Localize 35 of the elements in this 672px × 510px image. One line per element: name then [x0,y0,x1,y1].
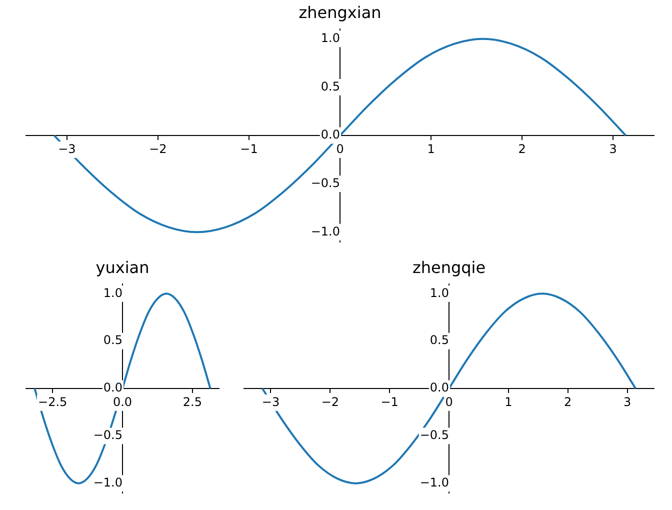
x-tick-label: −2 [149,142,167,156]
x-tick-label: 2 [564,394,572,409]
x-tick-label: −3 [262,394,280,409]
chart-title: zhengxian [298,2,382,22]
x-tick-label: −2 [321,394,340,409]
y-tick-label: −0.5 [310,176,340,190]
y-tick-label: −1.0 [420,475,449,490]
y-tick-label: 0.0 [430,380,449,395]
x-tick-label: 0 [445,394,453,409]
y-tick-label: −1.0 [93,475,122,490]
x-tick-label: 3 [623,394,632,409]
y-tick-label: 0.5 [430,333,449,348]
y-tick-label: −0.5 [420,428,449,442]
y-tick-label: 1.0 [430,286,449,300]
chart-title: zhengqie [412,258,486,277]
x-tick-label: −1 [240,142,258,156]
x-tick-label: 3 [609,142,617,156]
y-tick-label: 0.5 [320,79,340,94]
y-tick-label: 0.0 [320,128,340,142]
y-tick-label: −0.5 [93,428,122,442]
x-tick-label: 1 [504,394,512,409]
x-tick-label: 0 [336,142,344,156]
chart-title: yuxian [96,258,150,277]
x-tick-label: 2.5 [182,394,202,409]
y-tick-label: 0.0 [103,380,122,395]
y-tick-label: 0.5 [103,333,122,348]
x-tick-label: 0.0 [112,394,132,409]
y-tick-label: 1.0 [103,286,122,300]
x-tick-label: 2 [518,142,526,156]
x-tick-label: −1 [380,394,398,409]
x-tick-label: 1 [427,142,435,156]
x-tick-label: −3 [58,142,76,156]
x-tick-label: −2.5 [38,394,68,409]
y-tick-label: −1.0 [310,224,340,238]
y-tick-label: 1.0 [320,30,340,45]
